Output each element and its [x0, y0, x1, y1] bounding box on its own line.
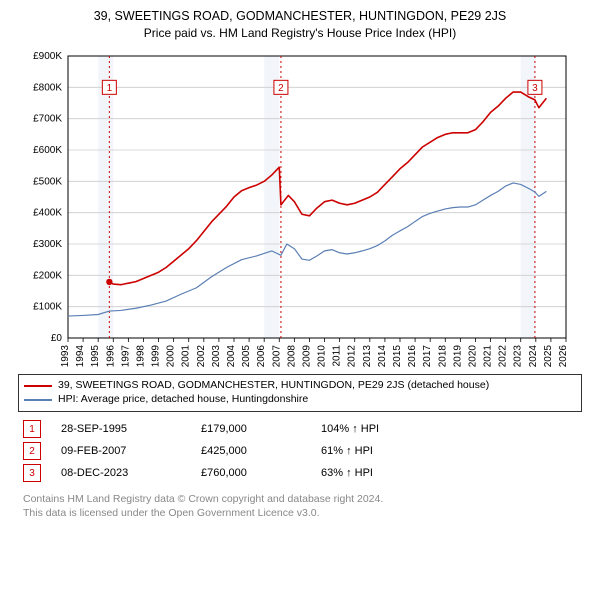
sale-price: £179,000 [201, 423, 321, 435]
title-address: 39, SWEETINGS ROAD, GODMANCHESTER, HUNTI… [10, 8, 590, 24]
svg-text:1: 1 [107, 83, 113, 94]
svg-text:2022: 2022 [498, 344, 509, 367]
svg-text:£500K: £500K [33, 176, 62, 187]
svg-text:2003: 2003 [211, 344, 222, 367]
svg-text:£0: £0 [51, 333, 63, 344]
svg-text:1993: 1993 [60, 344, 71, 367]
sale-marker-3: 3 [23, 464, 41, 482]
svg-text:£400K: £400K [33, 208, 62, 219]
svg-text:£900K: £900K [33, 51, 62, 62]
legend-label: 39, SWEETINGS ROAD, GODMANCHESTER, HUNTI… [58, 379, 489, 393]
svg-text:2026: 2026 [558, 344, 569, 367]
legend-item-hpi: HPI: Average price, detached house, Hunt… [24, 393, 576, 407]
footer-attribution: Contains HM Land Registry data © Crown c… [23, 492, 577, 520]
svg-text:2011: 2011 [332, 344, 343, 366]
svg-text:2007: 2007 [271, 344, 282, 367]
svg-text:1998: 1998 [135, 344, 146, 367]
sale-price: £425,000 [201, 445, 321, 457]
footer-line2: This data is licensed under the Open Gov… [23, 506, 577, 520]
svg-text:2001: 2001 [181, 344, 192, 367]
svg-text:2002: 2002 [196, 344, 207, 367]
sale-marker-2: 2 [23, 442, 41, 460]
svg-text:1997: 1997 [120, 344, 131, 367]
sale-price: £760,000 [201, 467, 321, 479]
svg-text:£300K: £300K [33, 239, 62, 250]
legend-swatch [24, 385, 52, 387]
sale-marker-1: 1 [23, 420, 41, 438]
svg-text:1995: 1995 [90, 344, 101, 367]
svg-text:2015: 2015 [392, 344, 403, 367]
sale-row: 2 09-FEB-2007 £425,000 61% ↑ HPI [23, 442, 577, 460]
title-subtitle: Price paid vs. HM Land Registry's House … [10, 26, 590, 42]
svg-text:1996: 1996 [105, 344, 116, 367]
svg-text:2023: 2023 [513, 344, 524, 367]
sale-date: 28-SEP-1995 [61, 423, 201, 435]
svg-text:1999: 1999 [151, 344, 162, 367]
svg-text:2020: 2020 [467, 344, 478, 367]
svg-text:3: 3 [532, 83, 538, 94]
svg-text:2: 2 [278, 83, 284, 94]
sales-table: 1 28-SEP-1995 £179,000 104% ↑ HPI 2 09-F… [23, 420, 577, 482]
svg-text:2000: 2000 [166, 344, 177, 367]
footer-line1: Contains HM Land Registry data © Crown c… [23, 492, 577, 506]
svg-text:2016: 2016 [407, 344, 418, 367]
svg-text:£200K: £200K [33, 270, 62, 281]
svg-text:2018: 2018 [437, 344, 448, 367]
sale-date: 08-DEC-2023 [61, 467, 201, 479]
svg-text:2005: 2005 [241, 344, 252, 367]
sale-pct: 104% ↑ HPI [321, 423, 441, 435]
legend-label: HPI: Average price, detached house, Hunt… [58, 393, 308, 407]
svg-text:2009: 2009 [301, 344, 312, 367]
svg-text:2004: 2004 [226, 344, 237, 367]
svg-text:1994: 1994 [75, 344, 86, 367]
svg-text:2017: 2017 [422, 344, 433, 367]
svg-text:2006: 2006 [256, 344, 267, 367]
svg-text:£600K: £600K [33, 145, 62, 156]
legend-item-property: 39, SWEETINGS ROAD, GODMANCHESTER, HUNTI… [24, 379, 576, 393]
sale-date: 09-FEB-2007 [61, 445, 201, 457]
svg-text:2012: 2012 [347, 344, 358, 367]
svg-text:£800K: £800K [33, 82, 62, 93]
svg-text:2021: 2021 [483, 344, 494, 367]
legend-box: 39, SWEETINGS ROAD, GODMANCHESTER, HUNTI… [18, 374, 582, 412]
svg-text:2010: 2010 [317, 344, 328, 367]
svg-text:2014: 2014 [377, 344, 388, 367]
svg-text:2024: 2024 [528, 344, 539, 367]
sale-pct: 63% ↑ HPI [321, 467, 441, 479]
svg-text:2008: 2008 [286, 344, 297, 367]
svg-text:2019: 2019 [452, 344, 463, 367]
sale-row: 3 08-DEC-2023 £760,000 63% ↑ HPI [23, 464, 577, 482]
svg-text:2013: 2013 [362, 344, 373, 367]
svg-text:£100K: £100K [33, 302, 62, 313]
price-chart: £0 £100K £200K £300K £400K £500K £600K £700K £80… [20, 48, 580, 368]
svg-text:2025: 2025 [543, 344, 554, 367]
legend-swatch [24, 399, 52, 401]
sale-row: 1 28-SEP-1995 £179,000 104% ↑ HPI [23, 420, 577, 438]
sale-pct: 61% ↑ HPI [321, 445, 441, 457]
svg-text:£700K: £700K [33, 114, 62, 125]
